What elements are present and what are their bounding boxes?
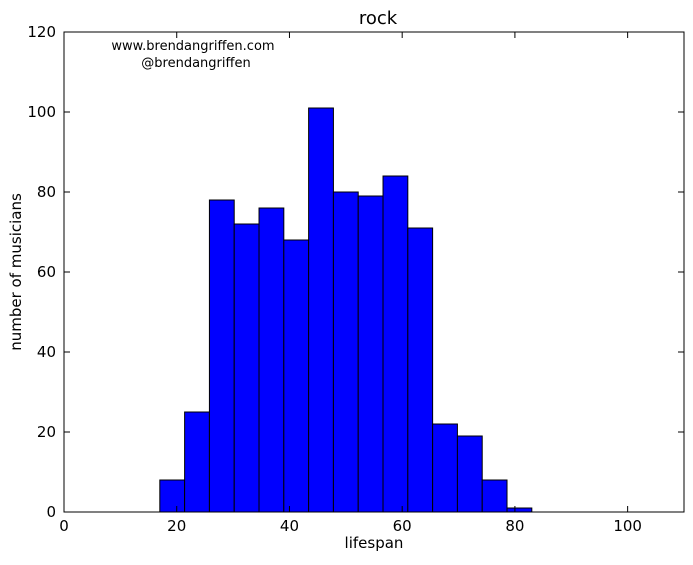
watermark-website: www.brendangriffen.com (111, 39, 274, 54)
chart-title: rock (359, 8, 398, 29)
histogram-bar (506, 507, 533, 513)
y-tick-label: 20 (37, 423, 56, 441)
x-tick-label: 40 (280, 517, 299, 535)
x-tick-label: 60 (393, 517, 412, 535)
x-tick-label: 20 (167, 517, 186, 535)
histogram-bar (258, 207, 285, 513)
histogram-bar (382, 175, 409, 513)
y-tick-label: 100 (27, 103, 56, 121)
histogram-bar (357, 195, 384, 513)
histogram-bar (308, 107, 334, 513)
y-axis-ticks: 0 20 40 60 80 100 120 (27, 23, 684, 521)
y-axis-label: number of musicians (7, 193, 25, 351)
histogram-bar (481, 479, 508, 513)
y-tick-label: 60 (37, 263, 56, 281)
x-axis-ticks: 0 20 40 60 80 100 (59, 32, 642, 535)
x-tick-label: 80 (505, 517, 524, 535)
y-tick-label: 40 (37, 343, 56, 361)
x-tick-label: 100 (613, 517, 642, 535)
histogram-bar (208, 199, 235, 513)
y-tick-label: 0 (46, 503, 56, 521)
x-axis-label: lifespan (345, 534, 404, 552)
histogram-bar (184, 411, 210, 513)
bars-layer (159, 107, 533, 513)
y-tick-label: 80 (37, 183, 56, 201)
histogram-bar (432, 423, 458, 513)
histogram-bar (456, 435, 483, 513)
histogram-bar (159, 479, 186, 513)
watermark-handle: @brendangriffen (141, 56, 250, 71)
y-tick-label: 120 (27, 23, 56, 41)
histogram-bar (233, 223, 260, 513)
histogram-bar (332, 191, 359, 513)
histogram-bar (407, 227, 434, 513)
x-tick-label: 0 (59, 517, 69, 535)
histogram-bar (283, 239, 310, 513)
